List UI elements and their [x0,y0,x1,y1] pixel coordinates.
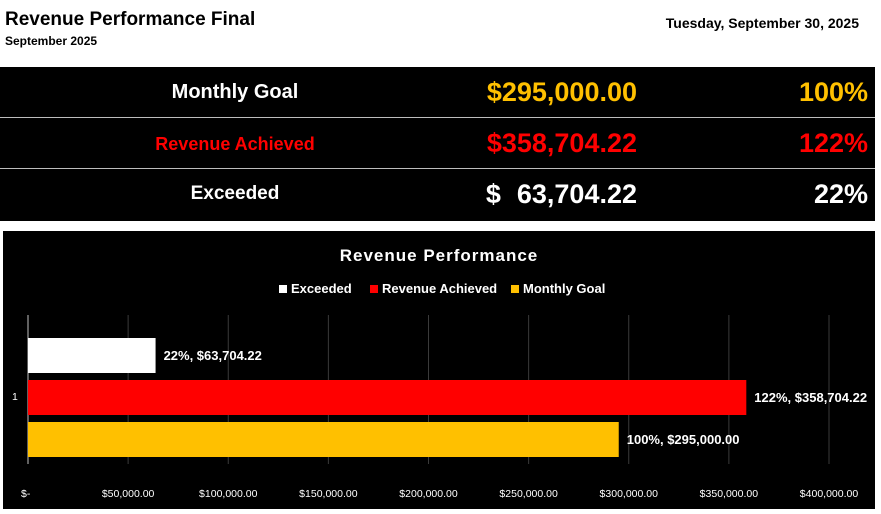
summary-amount-wrap: $63,704.22 [486,179,637,210]
summary-label: Revenue Achieved [155,134,315,154]
summary-label: Exceeded [190,183,280,204]
summary-percent: 22% [813,179,868,209]
chart-title: Revenue Performance [340,246,539,265]
y-category-label: 1 [12,391,18,403]
x-tick-label: $300,000.00 [600,488,659,500]
x-tick-label: $100,000.00 [199,488,258,500]
summary-label: Monthly Goal [171,81,299,103]
summary-table: Monthly Goal $295,000.00 100% Revenue Ac… [0,67,875,221]
data-label: 122%, $358,704.22 [754,390,867,405]
x-tick-label: $- [21,488,31,500]
report-title: Revenue Performance Final [5,9,256,30]
summary-amount: $295,000.00 [486,77,637,107]
legend-label: Exceeded [291,281,352,296]
legend-swatch [279,285,287,293]
summary-row-exceeded: Exceeded $63,704.22 22% [0,169,875,221]
report-subtitle: September 2025 [5,34,98,48]
legend-swatch [511,285,519,293]
legend-label: Monthly Goal [523,281,605,296]
x-tick-label: $350,000.00 [700,488,759,500]
bar-monthly-goal [28,422,619,457]
x-tick-label: $250,000.00 [499,488,558,500]
x-tick-label: $150,000.00 [299,488,358,500]
summary-dollar-sign: $ [485,179,501,209]
data-label: 22%, $63,704.22 [164,348,262,363]
summary-percent: 100% [798,77,868,107]
summary-amount: $358,704.22 [486,128,637,158]
summary-amount: 63,704.22 [516,179,637,209]
x-tick-label: $200,000.00 [399,488,458,500]
x-tick-label: $400,000.00 [800,488,859,500]
data-label: 100%, $295,000.00 [627,432,740,447]
summary-row-revenue-achieved: Revenue Achieved $358,704.22 122% [0,118,875,169]
summary-percent: 122% [798,128,868,158]
x-tick-label: $50,000.00 [102,488,155,500]
legend-swatch [370,285,378,293]
legend-label: Revenue Achieved [382,281,497,296]
report-date: Tuesday, September 30, 2025 [665,15,859,31]
bar-revenue-achieved [28,380,747,415]
summary-row-monthly-goal: Monthly Goal $295,000.00 100% [0,67,875,118]
revenue-bar-chart: Revenue Performance Exceeded Revenue Achie… [12,246,867,500]
bar-exceeded [28,338,156,373]
chart-panel: Revenue Performance Exceeded Revenue Achie… [3,231,875,509]
